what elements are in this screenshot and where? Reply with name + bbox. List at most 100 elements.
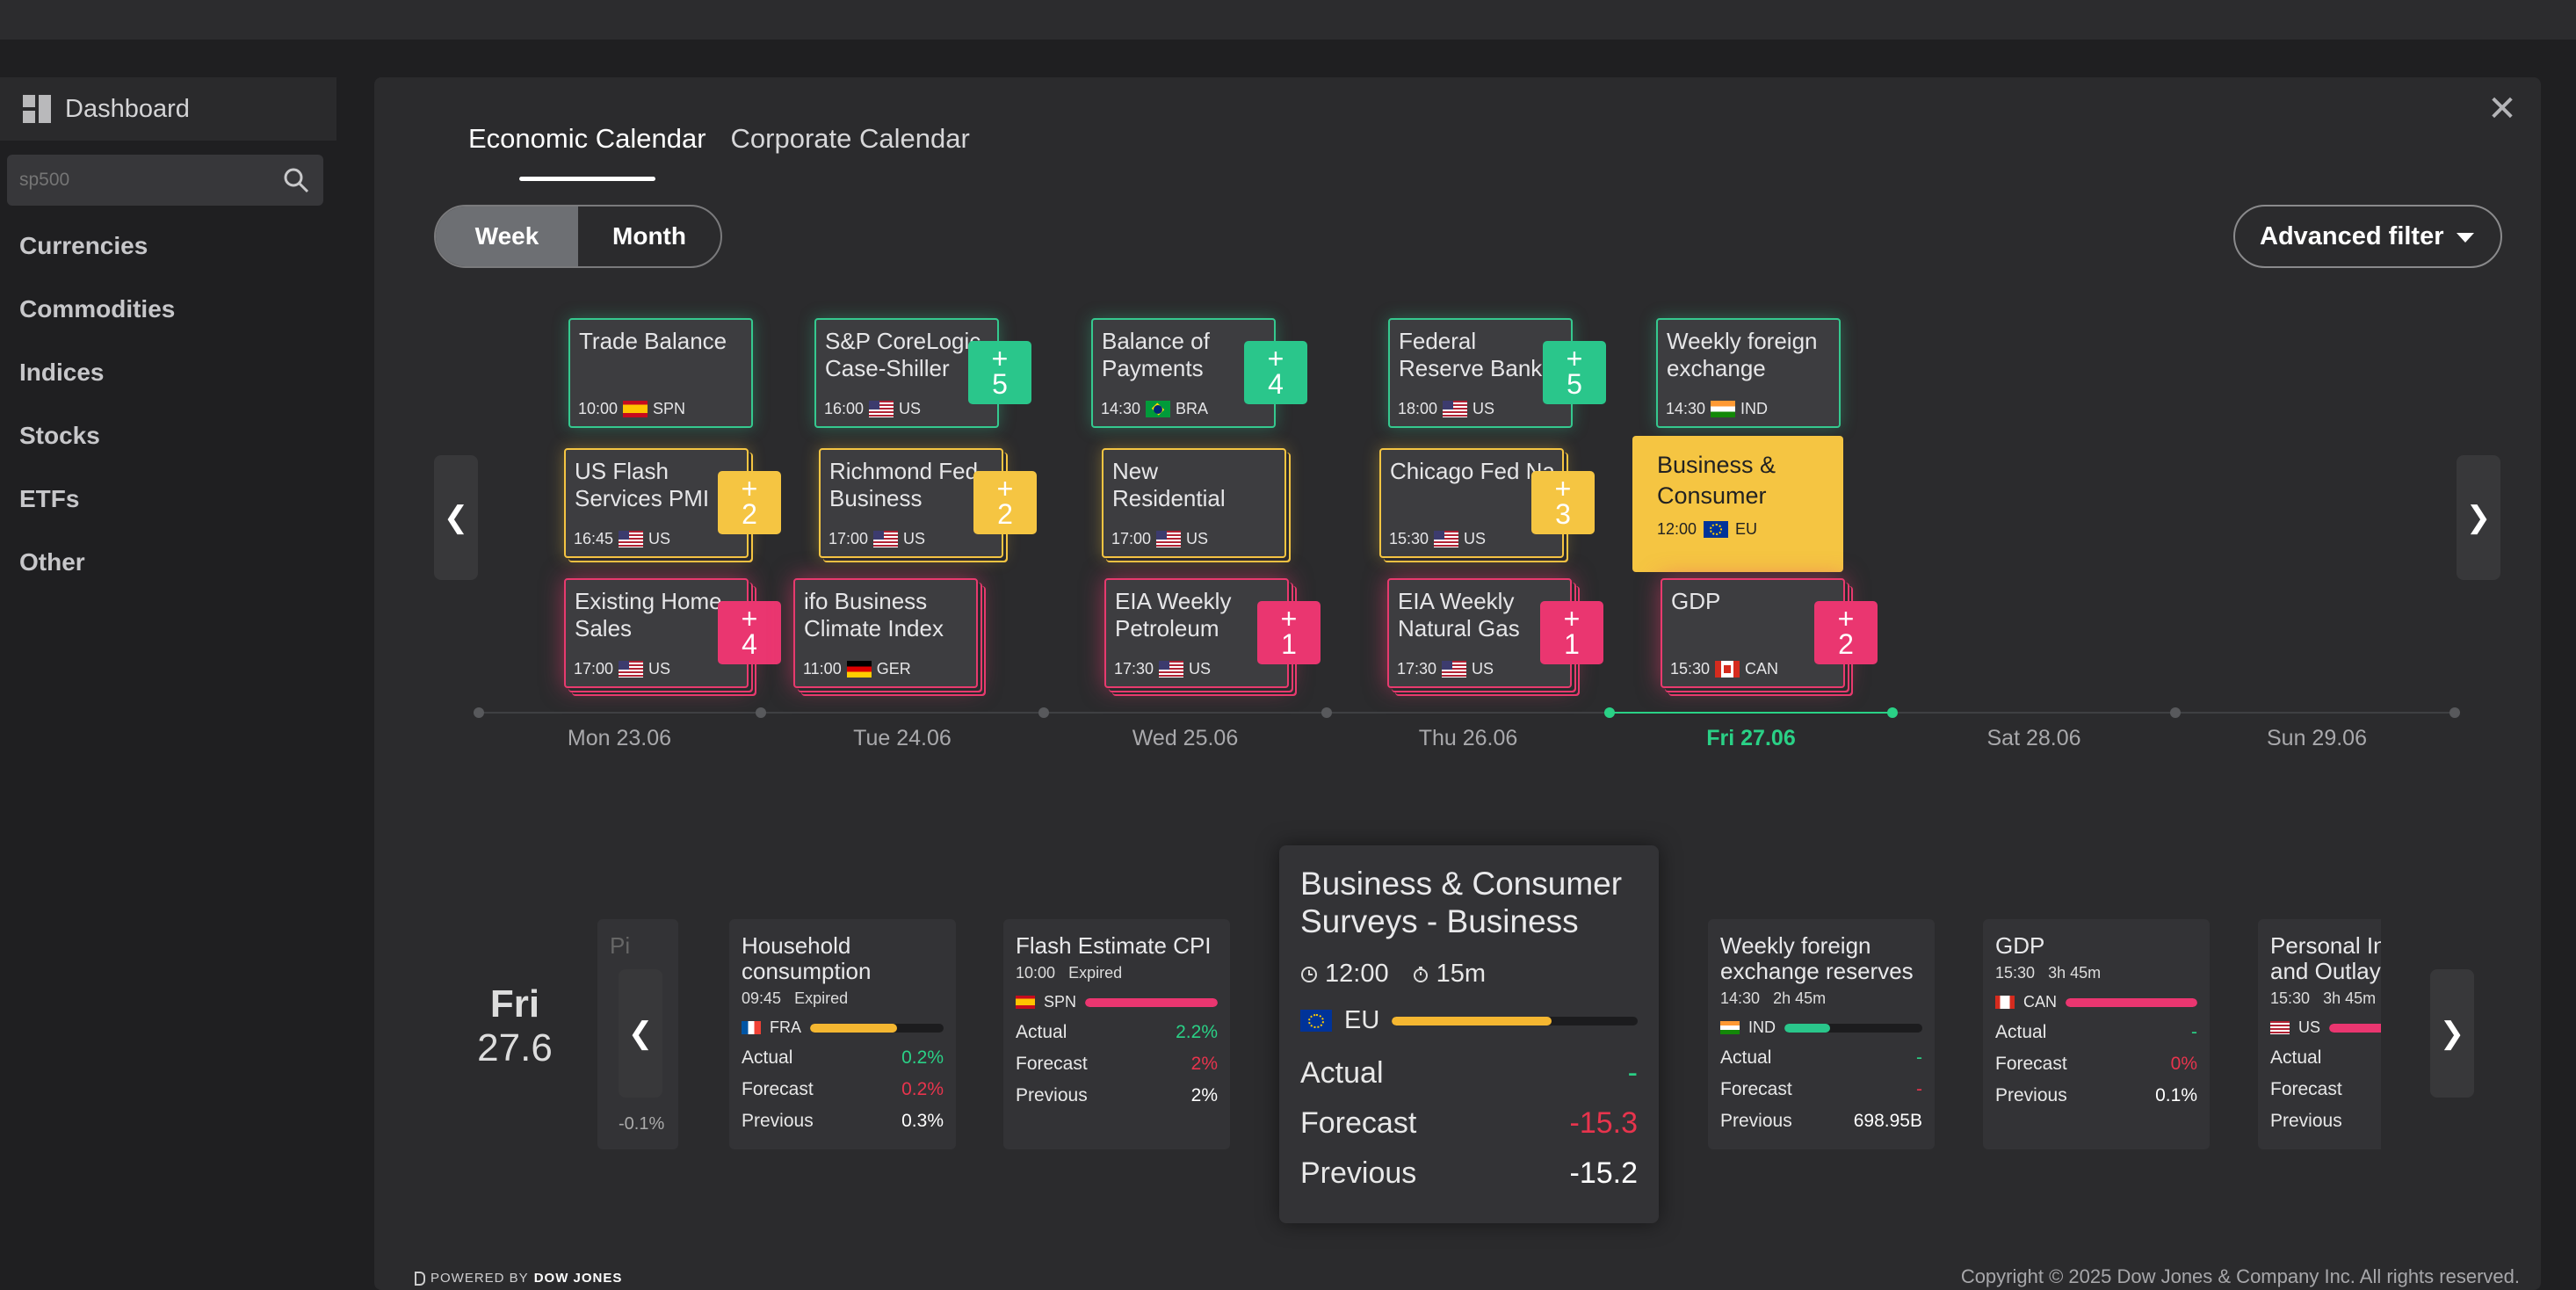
sidebar: Dashboard Currencies Commodities Indices… — [0, 77, 336, 1290]
day-label-sun[interactable]: Sun 29.06 — [2267, 726, 2367, 750]
more-events-badge[interactable]: + 5 — [968, 341, 1031, 404]
event-card-title: Trade Balance — [579, 328, 727, 354]
event-card[interactable]: Richmond Fed Business 17:00 US — [819, 448, 1003, 558]
flag-fra-icon — [742, 1021, 761, 1034]
brand-label: DOW JONES — [533, 1271, 623, 1286]
event-detail-card[interactable]: Flash Estimate CPI 10:00 Expired SPN Act… — [1003, 919, 1230, 1149]
day-label-wed[interactable]: Wed 25.06 — [1132, 726, 1239, 750]
more-events-badge[interactable]: + 1 — [1257, 601, 1321, 664]
event-time: 12:00 — [1325, 960, 1389, 988]
actual-value: 0.2% — [901, 1047, 944, 1068]
day-label-sat[interactable]: Sat 28.06 — [1986, 726, 2081, 750]
actual-row: Actual - — [1720, 1047, 1922, 1069]
event-card-title: Existing Home Sales — [575, 588, 722, 641]
forecast-row: Forecast 0.2% — [742, 1079, 944, 1100]
progress-bar — [1085, 997, 1218, 1007]
day-label-fri[interactable]: Fri 27.06 — [1706, 726, 1796, 750]
prev-event-button[interactable]: ❮ — [619, 969, 662, 1098]
more-events-badge[interactable]: + 2 — [973, 471, 1037, 534]
progress-fill — [810, 1023, 897, 1033]
week-button[interactable]: Week — [436, 207, 578, 266]
tab-economic-calendar[interactable]: Economic Calendar — [468, 123, 706, 181]
previous-label: Previous — [1995, 1085, 2067, 1105]
event-card[interactable]: EIA Weekly Natural Gas 17:30 US — [1387, 578, 1572, 688]
previous-row: Previous 0.3% — [742, 1111, 944, 1132]
event-country: US — [1186, 530, 1209, 547]
sidebar-item-stocks[interactable]: Stocks — [19, 422, 100, 449]
event-card[interactable]: Existing Home Sales 17:00 US — [564, 578, 749, 688]
forecast-label: Forecast — [1720, 1079, 1792, 1099]
event-status: 09:45 Expired — [742, 989, 944, 1008]
event-country-row: CAN — [1995, 993, 2197, 1011]
event-country: US — [1472, 660, 1494, 678]
sidebar-item-currencies[interactable]: Currencies — [19, 232, 148, 259]
event-detail-card[interactable]: Household consumption 09:45 Expired FRA … — [729, 919, 956, 1149]
month-button[interactable]: Month — [612, 222, 686, 250]
sidebar-dashboard[interactable]: Dashboard — [0, 77, 336, 141]
next-event-button[interactable]: ❯ — [2430, 969, 2474, 1098]
event-card[interactable]: New Residential 17:00 US — [1102, 448, 1286, 558]
flag-spain-icon — [623, 401, 648, 417]
event-detail-card[interactable]: Personal Income and Outlays 15:30 3h 45m… — [2258, 919, 2381, 1149]
flag-eu-icon — [1704, 521, 1729, 538]
day-label-tue[interactable]: Tue 24.06 — [853, 726, 952, 750]
event-country: US — [2298, 1018, 2321, 1036]
more-events-badge[interactable]: + 3 — [1531, 471, 1595, 534]
event-card-meta: 17:00 US — [574, 660, 670, 678]
event-time: 17:30 — [1397, 660, 1437, 678]
sidebar-item-etfs[interactable]: ETFs — [19, 485, 80, 512]
event-time: 17:30 — [1114, 660, 1154, 678]
featured-event-card[interactable]: Business & Consumer 12:00 EU — [1632, 436, 1843, 572]
forecast-row: Forecast 0% — [1995, 1054, 2197, 1075]
event-time: 12:00 — [1657, 520, 1697, 538]
sidebar-item-commodities[interactable]: Commodities — [19, 295, 176, 322]
event-country: CAN — [2023, 993, 2058, 1011]
search-box[interactable] — [7, 155, 323, 206]
flag-us-icon — [1442, 661, 1467, 678]
previous-value: 698.95B — [1853, 1111, 1922, 1131]
flag-spn-icon — [1016, 996, 1035, 1009]
next-week-button[interactable]: ❯ — [2457, 455, 2500, 580]
event-card[interactable]: ifo Business Climate Index 11:00 GER — [793, 578, 978, 688]
progress-bar — [1784, 1023, 1922, 1033]
event-card[interactable]: Weekly foreign exchange 14:30 IND — [1656, 318, 1841, 428]
flag-ind-icon — [1720, 1021, 1740, 1034]
calendar-tabs: Economic Calendar Corporate Calendar — [468, 123, 970, 181]
event-time: 11:00 — [803, 660, 842, 678]
event-status: 15:30 3h 45m — [1995, 964, 2197, 982]
actual-label: Actual — [1300, 1056, 1384, 1090]
prev-week-button[interactable]: ❮ — [434, 455, 478, 580]
event-card-title: New Residential — [1112, 458, 1226, 511]
selected-event-detail[interactable]: Business & Consumer Surveys - Business 1… — [1279, 845, 1659, 1223]
powered-label: POWERED BY — [431, 1271, 529, 1286]
day-label-mon[interactable]: Mon 23.06 — [567, 726, 672, 750]
more-events-badge[interactable]: + 5 — [1543, 341, 1606, 404]
event-card-meta: 17:30 US — [1397, 660, 1494, 678]
event-country: US — [648, 530, 671, 547]
event-country-row: US — [2270, 1018, 2381, 1037]
more-events-badge[interactable]: + 2 — [718, 471, 781, 534]
event-card-meta: 15:30 US — [1389, 530, 1486, 548]
event-card[interactable]: Trade Balance 10:00 SPN — [568, 318, 753, 428]
more-events-badge[interactable]: + 4 — [1244, 341, 1307, 404]
event-detail-card[interactable]: GDP 15:30 3h 45m CAN Actual - Forecast 0% … — [1983, 919, 2210, 1149]
more-events-badge[interactable]: + 2 — [1814, 601, 1878, 664]
more-events-badge[interactable]: + 4 — [718, 601, 781, 664]
close-icon[interactable]: ✕ — [2487, 90, 2517, 128]
sidebar-item-other[interactable]: Other — [19, 548, 85, 576]
tab-corporate-calendar[interactable]: Corporate Calendar — [730, 123, 970, 154]
event-time: 14:30 — [1720, 989, 1761, 1007]
event-card-meta: 14:30 IND — [1666, 400, 1768, 418]
day-label-thu[interactable]: Thu 26.06 — [1418, 726, 1518, 750]
event-time: 09:45 — [742, 989, 782, 1007]
forecast-row: Forecast -15.3 — [1300, 1106, 1638, 1141]
event-detail-card[interactable]: Weekly foreign exchange reserves 14:30 2… — [1708, 919, 1935, 1149]
search-icon[interactable] — [281, 165, 311, 195]
sidebar-item-indices[interactable]: Indices — [19, 359, 105, 386]
advanced-filter-label: Advanced filter — [2260, 221, 2444, 250]
search-input[interactable] — [19, 170, 281, 191]
previous-label: Previous — [1300, 1156, 1417, 1190]
advanced-filter-button[interactable]: Advanced filter — [2233, 205, 2502, 268]
more-events-badge[interactable]: + 1 — [1540, 601, 1603, 664]
